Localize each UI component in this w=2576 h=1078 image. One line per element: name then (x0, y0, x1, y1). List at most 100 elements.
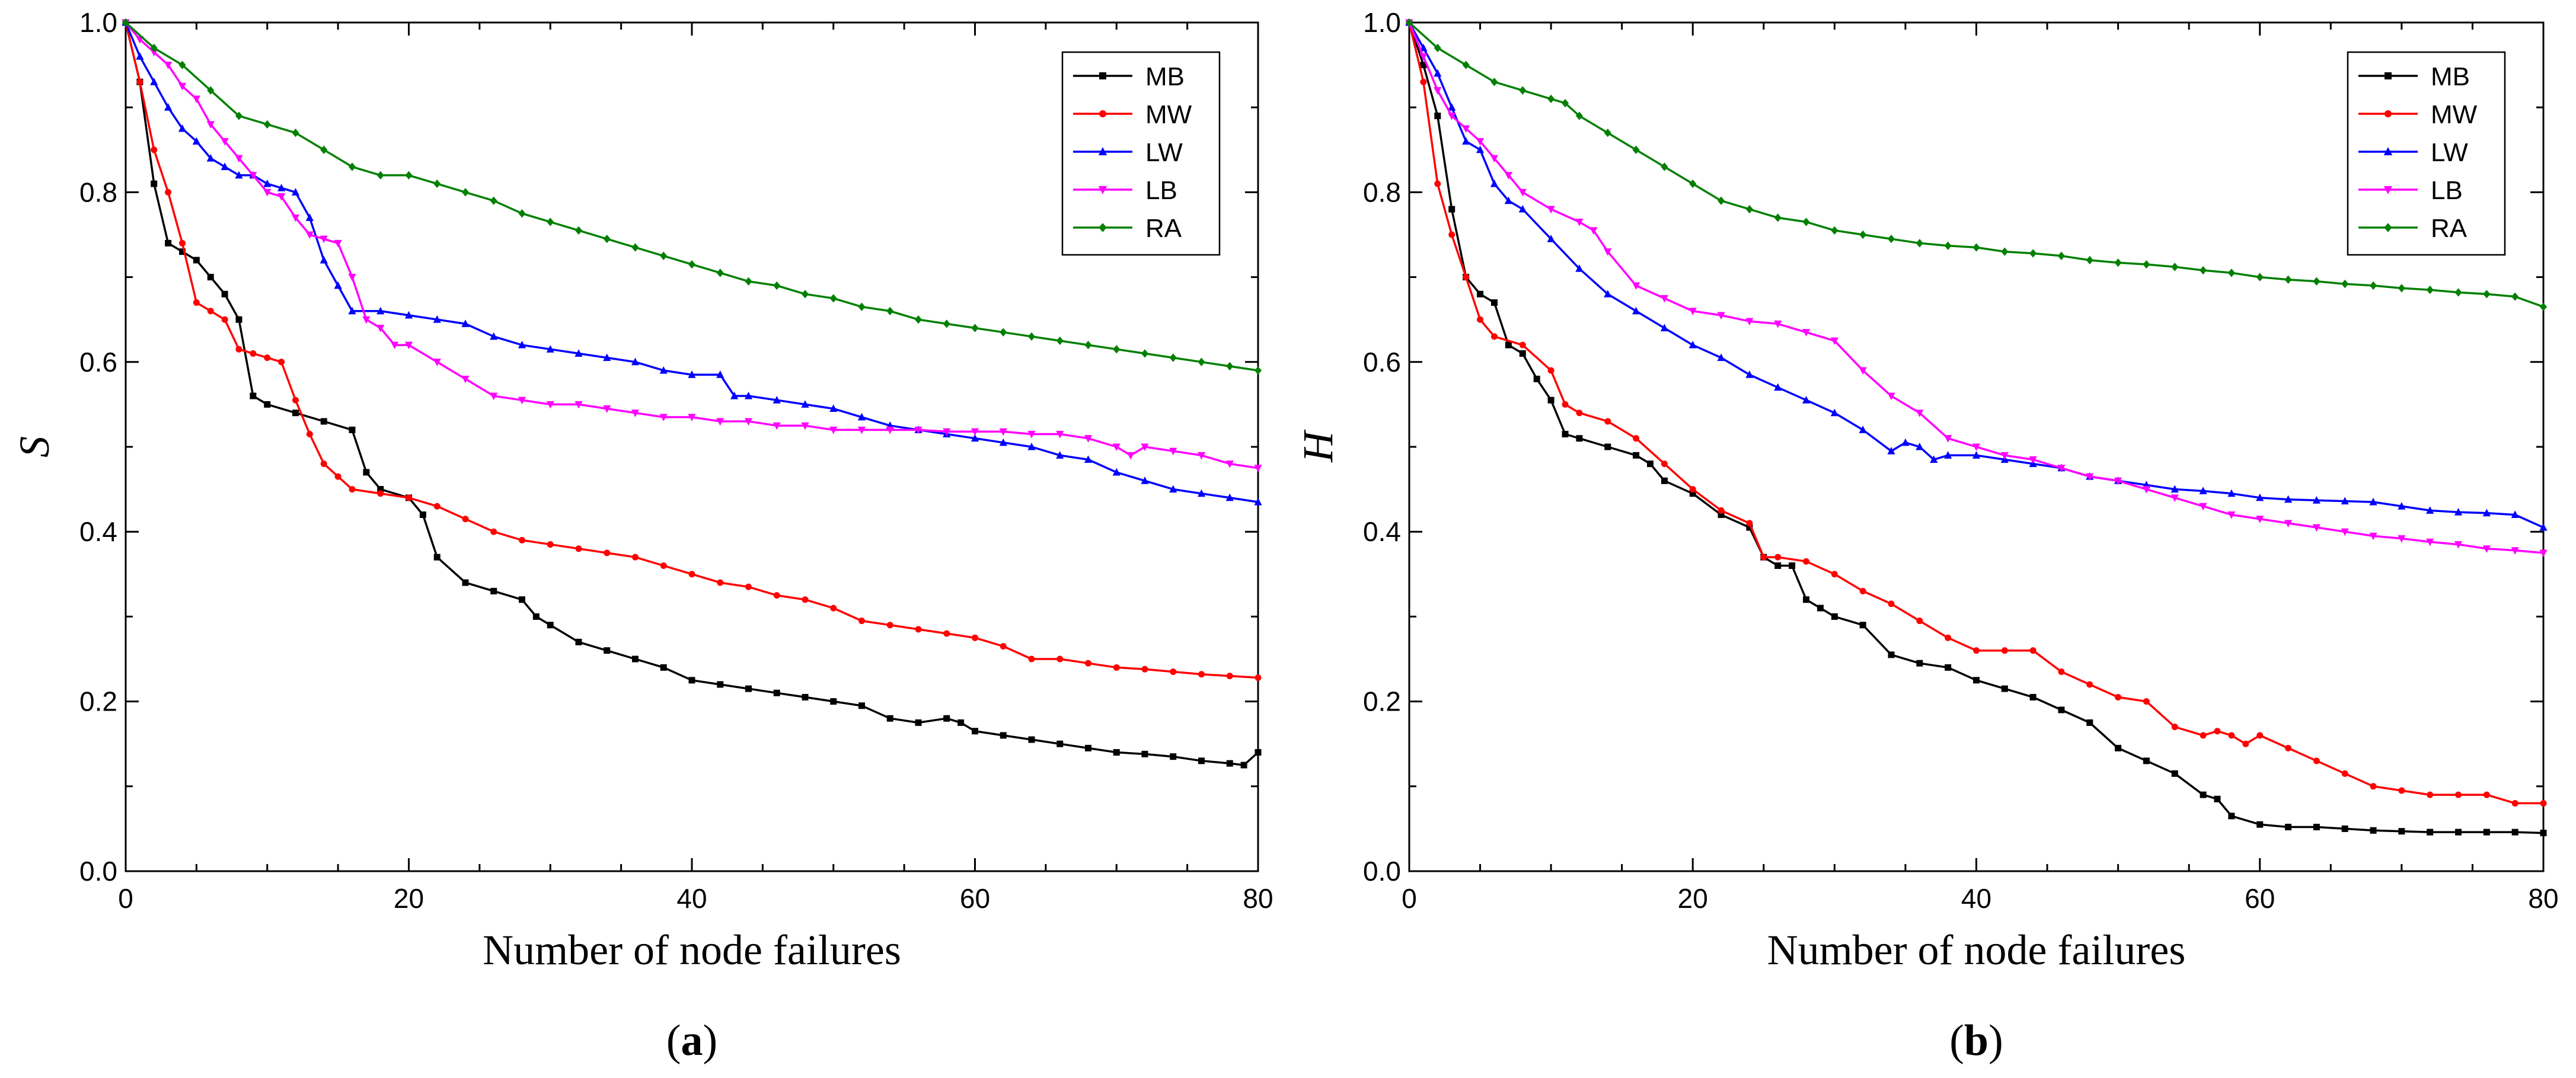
data-point (1141, 666, 1148, 673)
y-axis-title: H (1294, 429, 1342, 463)
chart-panel-a: 0 20 40 60 80 0.0 0.2 0.4 0.6 0.8 1.0 Number of nod… (11, 7, 1273, 1065)
data-point (716, 370, 724, 378)
data-point (433, 359, 441, 366)
data-point (178, 82, 187, 91)
data-point (1419, 53, 1428, 61)
data-point (2143, 260, 2150, 269)
data-point (2214, 728, 2221, 735)
data-point (2370, 827, 2377, 834)
data-point (320, 145, 328, 154)
data-point (518, 209, 526, 218)
data-point (263, 188, 272, 197)
data-point (2369, 497, 2377, 506)
data-point (1760, 554, 1767, 561)
data-point (1661, 162, 1668, 171)
data-point (2483, 290, 2491, 299)
data-point (2370, 281, 2377, 290)
data-point (490, 392, 498, 401)
data-point (1434, 87, 1442, 95)
series-line-lb (125, 21, 1259, 469)
data-point (574, 349, 583, 357)
data-point (1518, 188, 1527, 197)
data-point (1490, 333, 1498, 340)
data-point (2312, 496, 2320, 504)
legend-label-lw: LW (2431, 138, 2468, 167)
data-point (801, 290, 809, 299)
x-tick-label: 40 (1961, 883, 1991, 914)
data-point (1084, 435, 1093, 443)
data-point (1688, 308, 1697, 316)
series-mb (122, 19, 1262, 769)
data-point (1056, 740, 1064, 747)
data-point (1547, 206, 1555, 214)
data-point (1859, 367, 1867, 375)
data-point (1085, 744, 1091, 751)
data-point (1817, 604, 1824, 612)
data-point (1632, 306, 1640, 315)
data-point (1084, 341, 1092, 350)
data-point (1831, 226, 1838, 235)
x-tick-label: 80 (1243, 883, 1273, 914)
data-point (943, 428, 951, 436)
legend-marker-ra (2384, 223, 2392, 232)
y-tick-label: 0.4 (79, 516, 117, 547)
legend-marker-ra (1099, 223, 1107, 232)
data-point (2115, 693, 2122, 700)
data-point (2540, 799, 2547, 807)
data-point (857, 412, 866, 421)
data-point (433, 315, 441, 323)
data-point (306, 431, 313, 438)
data-point (1745, 370, 1754, 378)
data-point (235, 316, 242, 323)
y-tick-label: 1.0 (1363, 7, 1401, 38)
data-point (1027, 431, 1036, 439)
x-tick-label: 60 (2245, 883, 2275, 914)
data-point (1916, 618, 1923, 625)
data-point (2341, 279, 2349, 289)
x-tick-label: 40 (676, 883, 707, 914)
data-point (716, 418, 724, 426)
data-point (659, 414, 668, 422)
data-point (1000, 643, 1007, 650)
data-point (1916, 660, 1923, 667)
data-point (1170, 668, 1177, 675)
data-point (972, 728, 978, 735)
data-point (1477, 316, 1484, 323)
data-point (1632, 145, 1640, 154)
data-point (519, 537, 525, 544)
data-point (1916, 239, 1923, 248)
data-point (462, 579, 469, 586)
data-point (1490, 299, 1498, 306)
data-point (773, 422, 781, 430)
data-point (2228, 813, 2235, 820)
data-point (1197, 489, 1206, 497)
data-point (957, 719, 965, 726)
data-point (2454, 508, 2463, 516)
data-point (1112, 468, 1121, 476)
data-point (419, 511, 426, 519)
data-point (2143, 698, 2150, 705)
data-point (660, 562, 667, 569)
data-point (858, 302, 866, 311)
data-point (971, 324, 979, 332)
data-point (2455, 791, 2462, 798)
data-point (1576, 435, 1583, 442)
data-point (2256, 821, 2264, 828)
data-point (2341, 528, 2349, 536)
data-point (1405, 18, 1413, 27)
data-point (1169, 353, 1177, 362)
data-point (277, 193, 286, 201)
y-tick-label: 0.4 (1363, 516, 1401, 547)
data-point (1916, 442, 1924, 450)
data-point (688, 677, 695, 684)
data-point (745, 583, 752, 590)
data-point (1945, 634, 1952, 641)
data-point (1254, 465, 1262, 472)
data-point (1859, 426, 1867, 433)
legend-marker-mb (2385, 72, 2392, 79)
data-point (1225, 460, 1234, 468)
data-point (1887, 447, 1895, 455)
data-point (915, 626, 922, 633)
legend: MB MW LW LB RA (2347, 51, 2506, 256)
data-point (2426, 285, 2434, 295)
